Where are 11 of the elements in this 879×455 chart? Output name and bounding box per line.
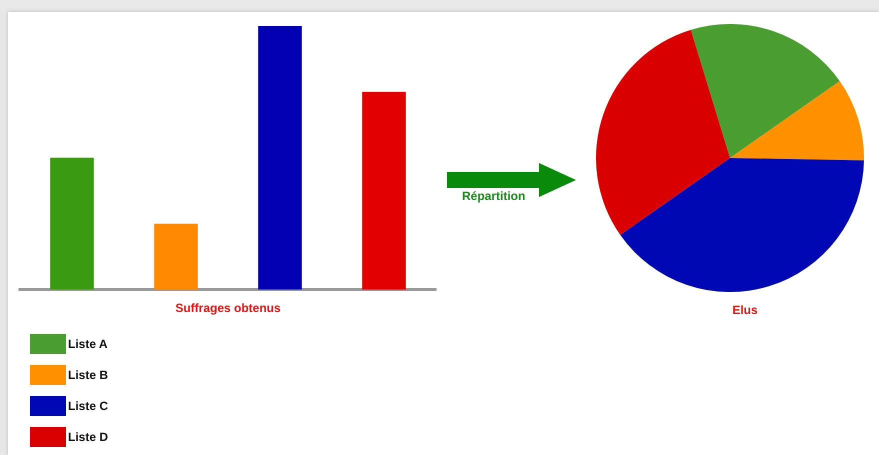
bar [154, 224, 198, 290]
legend-label: Liste A [68, 337, 108, 351]
bar [362, 92, 406, 290]
bar [50, 158, 94, 290]
legend-label: Liste C [68, 399, 108, 413]
legend-label: Liste B [68, 368, 108, 382]
text: Elus [731, 303, 759, 317]
bar [258, 26, 302, 290]
text: Répartition [462, 189, 526, 203]
x-axis-title: Suffrages obtenus [175, 301, 281, 316]
legend-label: Liste D [68, 430, 108, 444]
